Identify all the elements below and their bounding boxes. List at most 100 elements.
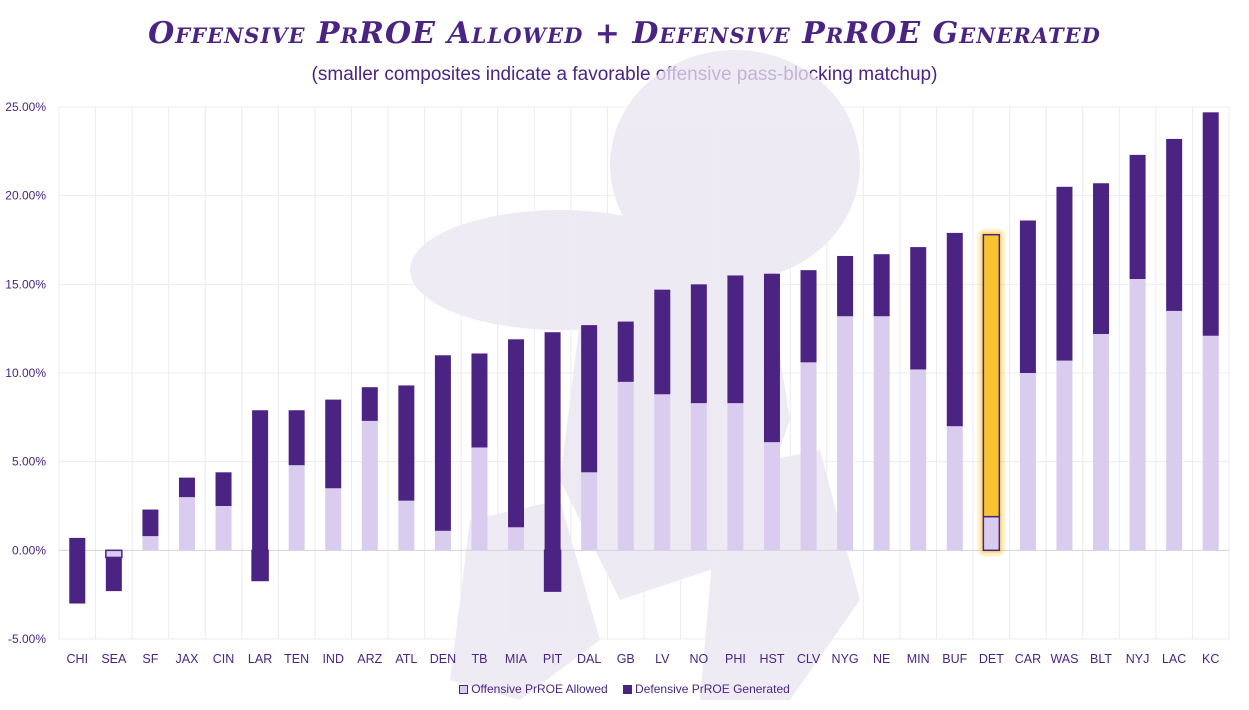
bar-defensive-gb xyxy=(617,321,634,382)
bar-defensive-arz xyxy=(361,387,378,421)
bar-defensive-ten xyxy=(288,410,305,466)
x-tick-label-car: CAR xyxy=(1015,652,1041,666)
x-tick-label-clv: CLV xyxy=(797,652,821,666)
y-tick-label: 15.00% xyxy=(5,277,46,291)
bar-defensive-phi xyxy=(727,275,744,404)
x-tick-label-chi: CHI xyxy=(67,652,89,666)
x-tick-label-jax: JAX xyxy=(176,652,200,666)
y-tick-label: 5.00% xyxy=(12,455,46,469)
bar-defensive-den xyxy=(434,355,451,531)
bar-offensive-arz xyxy=(361,420,378,551)
bar-offensive-ne xyxy=(873,316,890,551)
bar-defensive-nyg xyxy=(837,255,854,317)
chart-legend: Offensive PrROE Allowed Defensive PrROE … xyxy=(0,682,1249,697)
x-tick-label-mia: MIA xyxy=(505,652,528,666)
bar-offensive-no xyxy=(690,403,707,551)
x-tick-label-min: MIN xyxy=(907,652,930,666)
x-tick-label-nyg: NYG xyxy=(832,652,859,666)
bar-offensive-gb xyxy=(617,381,634,551)
bar-offensive-sea xyxy=(105,549,123,559)
bar-offensive-ten xyxy=(288,465,305,551)
bar-offensive-car xyxy=(1019,373,1036,551)
legend-item-offensive: Offensive PrROE Allowed xyxy=(459,682,608,696)
bar-defensive-hst xyxy=(763,273,780,443)
bar-defensive-tb xyxy=(471,353,488,448)
bar-offensive-lv xyxy=(654,394,671,551)
bar-offensive-cin xyxy=(215,506,232,551)
bar-defensive-ind xyxy=(325,399,342,489)
x-tick-label-was: WAS xyxy=(1050,652,1078,666)
bar-defensive-lac xyxy=(1166,138,1183,311)
bar-offensive-was xyxy=(1056,360,1073,551)
bar-defensive-chi xyxy=(69,537,86,604)
bar-defensive-sf xyxy=(142,509,159,537)
x-tick-label-ten: TEN xyxy=(284,652,309,666)
x-tick-label-cin: CIN xyxy=(213,652,235,666)
y-tick-label: 25.00% xyxy=(5,100,46,114)
y-tick-label: -5.00% xyxy=(8,632,46,646)
bar-offensive-jax xyxy=(178,497,195,551)
bar-defensive-min xyxy=(910,247,927,370)
y-tick-label: 20.00% xyxy=(5,189,46,203)
bar-offensive-mia xyxy=(508,527,525,551)
y-tick-label: 0.00% xyxy=(12,543,46,557)
x-tick-label-buf: BUF xyxy=(942,652,967,666)
x-tick-label-lar: LAR xyxy=(248,652,272,666)
legend-swatch-offensive xyxy=(459,684,469,694)
y-tick-label: 10.00% xyxy=(5,366,46,380)
bar-defensive-atl xyxy=(398,385,415,501)
bar-offensive-ind xyxy=(325,488,342,551)
x-tick-label-sea: SEA xyxy=(101,652,127,666)
bar-defensive-mia xyxy=(508,339,525,528)
bar-offensive-min xyxy=(910,369,927,551)
x-tick-label-lv: LV xyxy=(655,652,670,666)
x-tick-label-sf: SF xyxy=(142,652,158,666)
legend-label-defensive: Defensive PrROE Generated xyxy=(635,682,790,696)
x-tick-label-lac: LAC xyxy=(1162,652,1186,666)
bar-defensive-pit xyxy=(544,332,561,592)
x-tick-label-atl: ATL xyxy=(395,652,417,666)
bar-offensive-buf xyxy=(946,426,963,551)
legend-swatch-defensive xyxy=(623,684,633,694)
bar-offensive-den xyxy=(434,530,451,551)
bar-offensive-blt xyxy=(1093,333,1110,551)
bar-offensive-clv xyxy=(800,362,817,551)
bar-defensive-clv xyxy=(800,270,817,363)
bar-defensive-lv xyxy=(654,289,671,395)
bar-defensive-lar xyxy=(252,410,269,581)
bar-offensive-atl xyxy=(398,500,415,551)
legend-item-defensive: Defensive PrROE Generated xyxy=(623,682,790,696)
bar-offensive-lac xyxy=(1166,310,1183,551)
x-tick-label-arz: ARZ xyxy=(357,652,382,666)
bar-defensive-blt xyxy=(1093,183,1110,334)
x-tick-label-hst: HST xyxy=(759,652,784,666)
bar-defensive-ne xyxy=(873,254,890,317)
x-tick-label-det: DET xyxy=(979,652,1004,666)
bar-offensive-det xyxy=(982,515,1001,552)
bar-defensive-car xyxy=(1019,220,1036,373)
bar-defensive-was xyxy=(1056,186,1073,361)
bar-offensive-hst xyxy=(763,442,780,551)
bar-offensive-tb xyxy=(471,447,488,551)
bar-offensive-nyj xyxy=(1129,279,1146,551)
x-tick-label-ind: IND xyxy=(322,652,344,666)
x-tick-label-gb: GB xyxy=(617,652,635,666)
x-tick-label-kc: KC xyxy=(1202,652,1219,666)
bar-defensive-nyj xyxy=(1129,154,1146,280)
x-tick-label-blt: BLT xyxy=(1090,652,1112,666)
x-tick-label-dal: DAL xyxy=(577,652,601,666)
bar-defensive-dal xyxy=(581,325,598,473)
bar-defensive-sea xyxy=(105,557,122,592)
x-tick-label-phi: PHI xyxy=(725,652,746,666)
bar-defensive-det xyxy=(982,233,1001,518)
x-tick-label-nyj: NYJ xyxy=(1126,652,1150,666)
bar-offensive-dal xyxy=(581,472,598,551)
bar-offensive-phi xyxy=(727,403,744,551)
bar-offensive-kc xyxy=(1202,335,1219,551)
x-tick-label-ne: NE xyxy=(873,652,890,666)
bar-defensive-cin xyxy=(215,472,232,506)
x-tick-label-tb: TB xyxy=(471,652,487,666)
bar-offensive-nyg xyxy=(837,316,854,551)
x-tick-label-pit: PIT xyxy=(543,652,563,666)
